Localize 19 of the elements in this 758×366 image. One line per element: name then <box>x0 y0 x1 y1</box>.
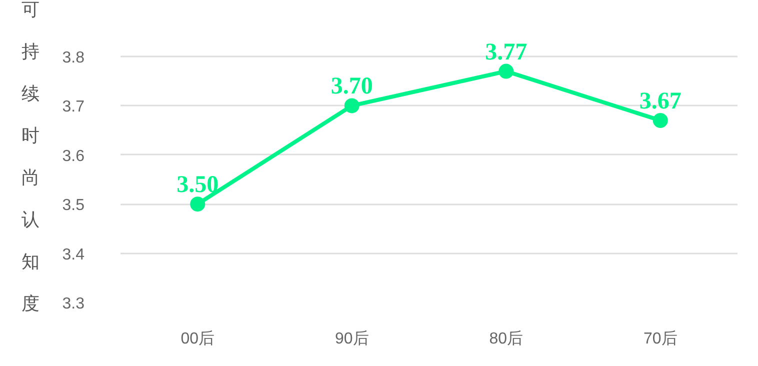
y-tick-label: 3.3 <box>62 296 85 312</box>
y-tick-label: 3.7 <box>62 98 85 116</box>
x-tick-label: 70后 <box>643 330 678 348</box>
x-tick-label: 00后 <box>180 330 215 348</box>
point <box>344 98 360 114</box>
x-tick-label: 90后 <box>334 330 369 348</box>
y-tick-label: 3.8 <box>62 50 85 66</box>
point <box>498 64 514 79</box>
x-tick-label: 80后 <box>489 330 524 348</box>
y-tick-label: 3.4 <box>62 246 85 264</box>
data-label: 3.77 <box>485 39 528 66</box>
y-tick-label: 3.5 <box>62 197 85 214</box>
data-label: 3.70 <box>330 74 373 100</box>
y-tick-label: 3.6 <box>62 148 85 165</box>
data-label: 3.67 <box>639 88 682 114</box>
text: 可持续时尚认知度 <box>21 0 40 314</box>
data-label: 3.50 <box>176 172 219 198</box>
point <box>652 112 668 128</box>
point <box>190 196 206 212</box>
